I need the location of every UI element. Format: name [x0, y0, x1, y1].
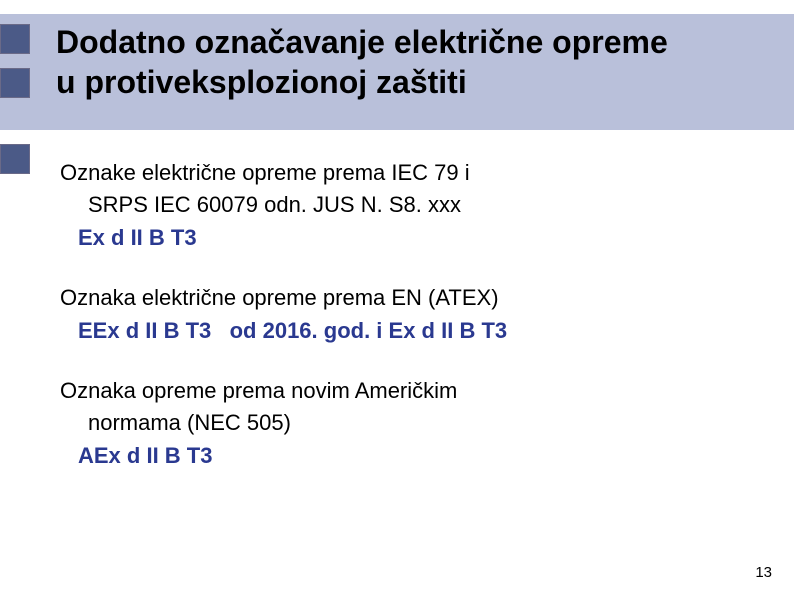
section-1-heading: Oznake električne opreme prema IEC 79 i [60, 160, 754, 186]
section-3-sub: normama (NEC 505) [60, 410, 754, 436]
decoration-square-3 [0, 144, 30, 174]
section-1-code: Ex d II B T3 [60, 225, 754, 251]
slide-title: Dodatno označavanje električne opreme u … [56, 22, 774, 102]
section-3-code: AEx d II B T3 [60, 443, 754, 469]
slide-body: Oznake električne opreme prema IEC 79 i … [60, 160, 754, 575]
section-2-heading: Oznaka električne opreme prema EN (ATEX) [60, 285, 754, 311]
section-1-sub: SRPS IEC 60079 odn. JUS N. S8. xxx [60, 192, 754, 218]
spacer-1 [60, 257, 754, 285]
section-2-code: EEx d II B T3 [78, 318, 211, 343]
title-line-2: u protiveksplozionoj zaštiti [56, 62, 774, 102]
page-number: 13 [755, 564, 772, 581]
spacer-2 [60, 350, 754, 378]
section-2-code-line: EEx d II B T3 od 2016. god. i Ex d II B … [60, 318, 754, 344]
decoration-square-2 [0, 68, 30, 98]
section-3-heading: Oznaka opreme prema novim Američkim [60, 378, 754, 404]
title-line-1: Dodatno označavanje električne opreme [56, 22, 774, 62]
section-2-code-tail: od 2016. god. i Ex d II B T3 [230, 318, 508, 343]
decoration-square-1 [0, 24, 30, 54]
slide: Dodatno označavanje električne opreme u … [0, 0, 794, 595]
